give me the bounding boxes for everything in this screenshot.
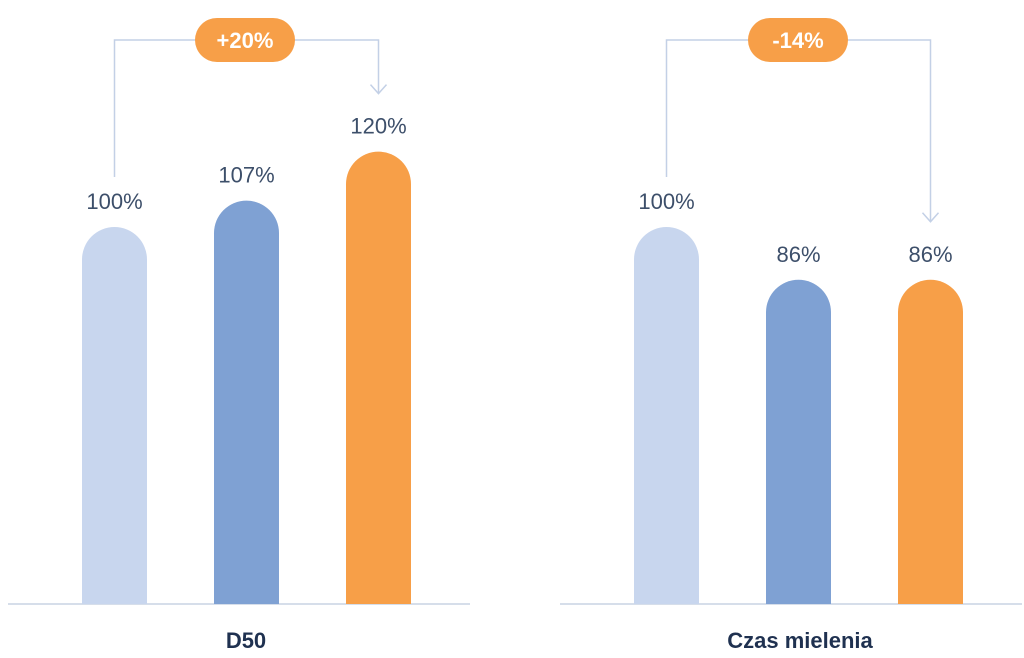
bar-1	[82, 227, 147, 604]
arrow-down-icon	[921, 212, 940, 223]
bar-1	[634, 227, 699, 604]
bar-3	[898, 279, 963, 604]
bar-value-label: 100%	[86, 189, 142, 214]
change-badge	[195, 18, 295, 62]
bar-value-label: 86%	[776, 242, 820, 267]
change-badge-text: +20%	[217, 28, 274, 53]
bar-2	[766, 279, 831, 604]
change-bracket	[665, 39, 932, 222]
change-badge	[748, 18, 848, 62]
bar-2	[214, 200, 279, 605]
category-label: D50	[226, 628, 266, 653]
chart-panel-czas-mielenia: 100% 86% 86% -14% Czas mielenia	[560, 18, 1022, 653]
bar-value-label: 120%	[350, 114, 406, 139]
bar-value-label: 100%	[638, 189, 694, 214]
arrow-down-icon	[369, 84, 388, 95]
bar-3	[346, 151, 411, 604]
chart-panel-d50: 100% 107% 120% +20% D50	[8, 18, 470, 653]
change-badge-text: -14%	[772, 28, 823, 53]
category-label: Czas mielenia	[727, 628, 873, 653]
bar-value-label: 86%	[908, 242, 952, 267]
bar-value-label: 107%	[218, 163, 274, 188]
